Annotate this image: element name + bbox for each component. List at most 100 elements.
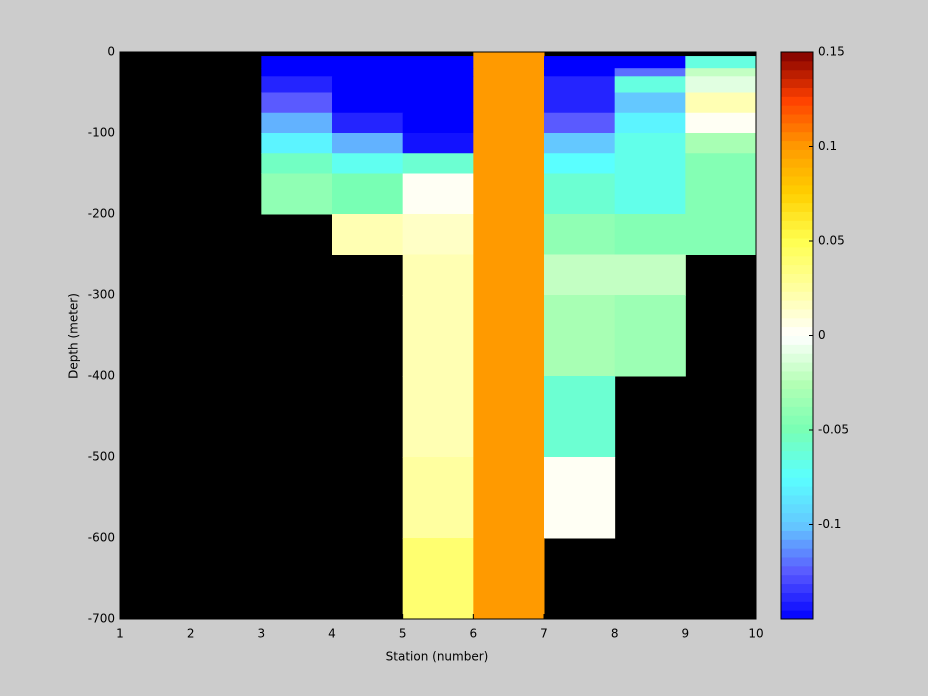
colorbar-swatch (781, 592, 813, 602)
colorbar-swatch (781, 565, 813, 576)
heatmap-cell (402, 56, 474, 69)
colorbar-swatch (781, 52, 813, 62)
heatmap-cell (614, 68, 686, 77)
heatmap-cell (685, 133, 757, 154)
y-tick-label: -300 (88, 288, 115, 302)
heatmap-cell (261, 56, 333, 69)
colorbar-tick-label: 0.1 (818, 139, 837, 153)
colorbar-swatch (781, 255, 813, 266)
heatmap-cell (261, 133, 333, 154)
heatmap-cell (473, 112, 545, 134)
colorbar-swatch (781, 131, 813, 142)
colorbar-swatch (781, 246, 813, 257)
heatmap-cell (685, 112, 757, 134)
colorbar-swatch (781, 114, 813, 124)
x-tick-label: 9 (682, 627, 690, 641)
heatmap-cell (544, 214, 616, 255)
y-tick-label: -700 (88, 612, 115, 626)
colorbar-swatch (781, 610, 813, 620)
heatmap-cell (402, 457, 474, 539)
colorbar-tick-label: 0.05 (818, 234, 845, 248)
colorbar-swatch (781, 229, 813, 239)
colorbar-swatch (781, 441, 813, 452)
y-tick-label: -600 (88, 531, 115, 545)
colorbar-swatch (781, 291, 813, 301)
colorbar-swatch (781, 105, 813, 115)
heatmap-cell (261, 68, 333, 77)
colorbar-swatch (781, 238, 813, 248)
y-tick-label: -200 (88, 207, 115, 221)
heatmap-cell (614, 133, 686, 154)
colorbar-swatch (781, 574, 813, 585)
y-tick-label: -400 (88, 369, 115, 383)
heatmap-cell (473, 68, 545, 77)
colorbar-swatch (781, 335, 813, 345)
x-tick-label: 4 (328, 627, 336, 641)
heatmap-cell (544, 457, 616, 539)
colorbar-swatch (781, 202, 813, 212)
colorbar-swatch (781, 388, 813, 399)
heatmap-cell (332, 153, 404, 174)
colorbar-swatch (781, 450, 813, 461)
heatmap-cell (402, 112, 474, 134)
colorbar-swatch (781, 556, 813, 567)
heatmap-cell (261, 92, 333, 114)
heatmap-cell (402, 76, 474, 93)
heatmap-cell (614, 153, 686, 174)
colorbar-swatch (781, 167, 813, 177)
heatmap-cell (473, 133, 545, 154)
axes-frame (119, 51, 757, 620)
heatmap-cell (544, 153, 616, 174)
colorbar-swatch (781, 264, 813, 274)
colorbar-swatch (781, 140, 813, 150)
colorbar-swatch (781, 176, 813, 186)
heatmap-cell (261, 112, 333, 134)
heatmap-cell (614, 76, 686, 93)
colorbar-swatch (781, 432, 813, 443)
colorbar-swatch (781, 370, 813, 381)
heatmap-cell (402, 92, 474, 114)
colorbar-swatch (781, 424, 813, 434)
heatmap-cell (402, 214, 474, 255)
heatmap-cell (473, 214, 545, 255)
colorbar-swatch (781, 494, 813, 505)
colorbar-swatch (781, 78, 813, 88)
heatmap-cell (473, 56, 545, 69)
colorbar-swatch (781, 69, 813, 80)
heatmap-cell (402, 133, 474, 154)
heatmap-cell (332, 214, 404, 255)
heatmap-cell (614, 173, 686, 215)
colorbar-swatch (781, 477, 813, 487)
heatmap-cell (544, 133, 616, 154)
heatmap-cell (685, 92, 757, 114)
heatmap-cell (685, 173, 757, 215)
heatmap-cell (544, 68, 616, 77)
heatmap-cell (332, 112, 404, 134)
colorbar-tick-label: -0.05 (818, 423, 849, 437)
colorbar-swatch (781, 512, 813, 523)
colorbar-swatch (781, 220, 813, 230)
heatmap-cell (332, 68, 404, 77)
colorbar-swatch (781, 300, 813, 310)
colorbar-tick-label: -0.1 (818, 517, 841, 531)
heatmap-cell (685, 76, 757, 93)
colorbar-swatch (781, 158, 813, 168)
heatmap-cell (473, 295, 545, 377)
heatmap-cell (544, 254, 616, 296)
heatmap-cell (402, 68, 474, 77)
heatmap-cell (402, 295, 474, 377)
y-tick-label: -500 (88, 450, 115, 464)
colorbar-swatch (781, 282, 813, 292)
heatmap-cell (332, 173, 404, 215)
heatmap-cell (473, 254, 545, 296)
colorbar-swatch (781, 583, 813, 593)
colorbar-swatch (781, 503, 813, 514)
colorbar-swatch (781, 344, 813, 354)
heatmap-cell (332, 92, 404, 114)
x-tick-label: 10 (748, 627, 763, 641)
heatmap-cell (473, 538, 545, 620)
colorbar-swatch (781, 308, 813, 319)
heatmap-cell (473, 457, 545, 539)
y-tick-label: 0 (107, 45, 115, 59)
